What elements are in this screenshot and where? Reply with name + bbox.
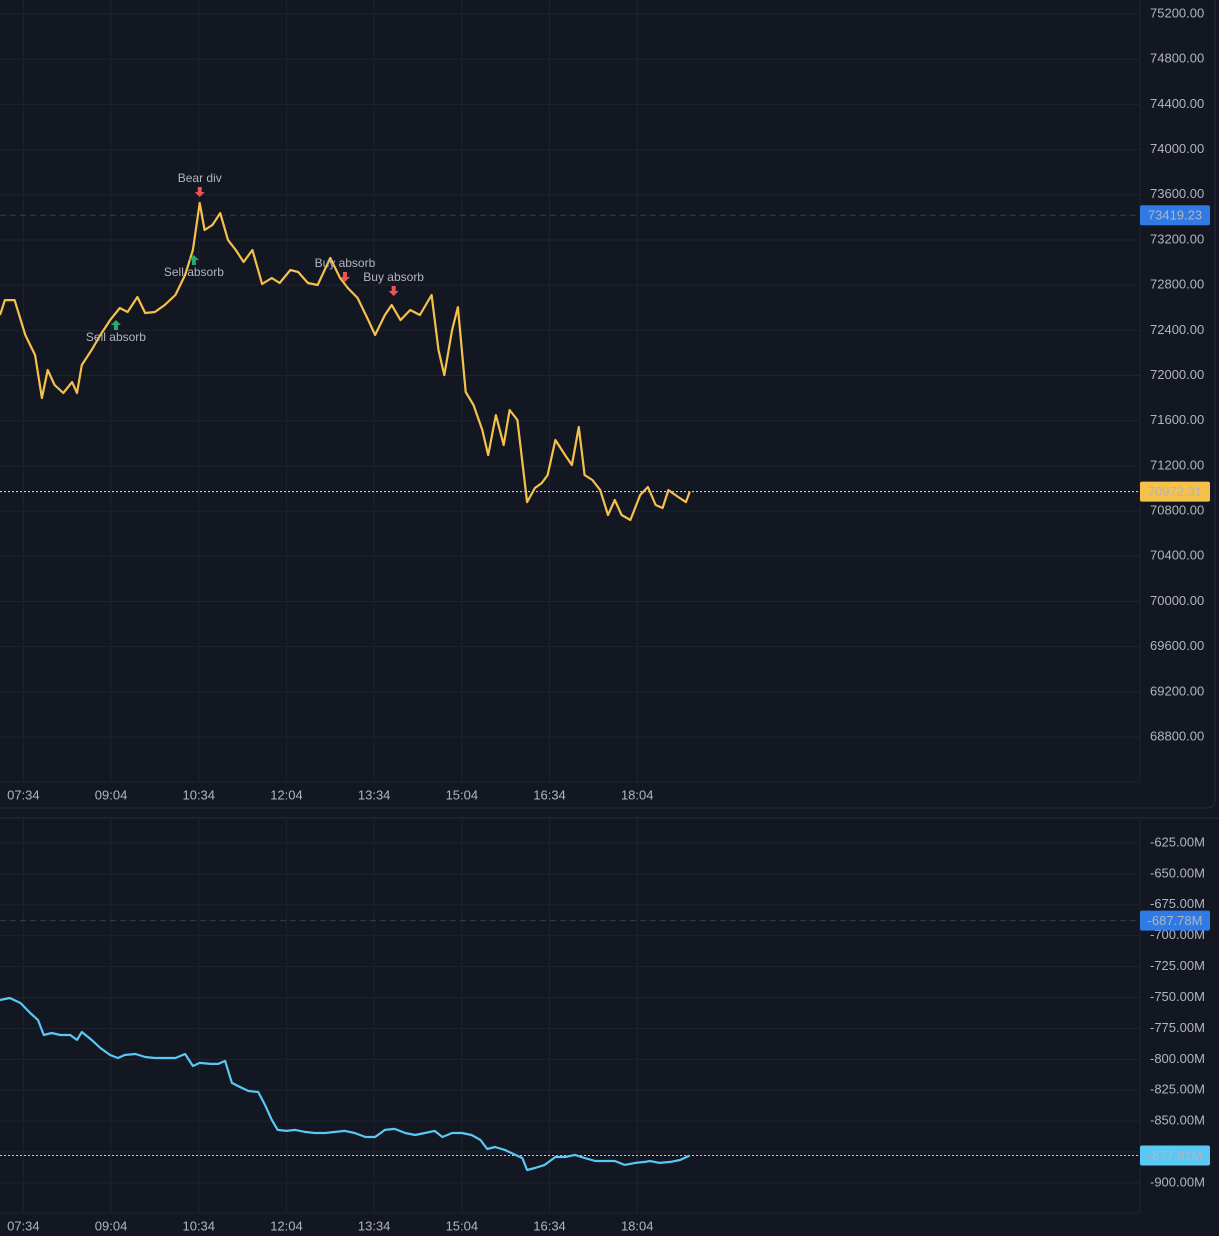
x-tick-label: 15:04 [446,1218,479,1233]
y-tick-label: 74000.00 [1150,141,1204,156]
x-tick-label: 10:34 [182,787,215,802]
y-tick-label: 72800.00 [1150,277,1204,292]
y-tick-label: -825.00M [1150,1082,1205,1097]
pane-border [0,0,1216,809]
y-tick-label: 71600.00 [1150,412,1204,427]
y-tick-label: 74800.00 [1150,51,1204,66]
y-tick-label: -850.00M [1150,1113,1205,1128]
y-tick-label: 68800.00 [1150,728,1204,743]
x-tick-label: 09:04 [95,1218,128,1233]
x-tick-label: 12:04 [270,787,303,802]
y-tick-label: 69200.00 [1150,683,1204,698]
x-tick-label: 16:34 [533,787,566,802]
price-line [0,201,691,522]
annotation-arrow [339,271,350,282]
x-tick-label: 10:34 [182,1218,215,1233]
x-tick-label: 18:04 [621,1218,654,1233]
annotation-arrow [194,187,205,198]
y-tick-label: 73200.00 [1150,231,1204,246]
y-tick-label: 69600.00 [1150,638,1204,653]
annotation-label: Sell absorb [86,330,146,344]
y-tick-label: -725.00M [1150,958,1205,973]
plot-area [0,996,691,1172]
x-tick-label: 12:04 [270,1218,303,1233]
y-tick-label: -675.00M [1150,896,1205,911]
price-label: 73419.23 [1148,208,1202,223]
y-tick-label: -700.00M [1150,927,1205,942]
y-tick-label: 70000.00 [1150,593,1204,608]
plot-area [0,201,691,522]
x-tick-label: 13:34 [358,787,391,802]
y-tick-label: -625.00M [1150,834,1205,849]
y-tick-label: -900.00M [1150,1174,1205,1189]
annotation-label: Buy absorb [363,270,424,284]
price-label: -687.78M [1148,913,1203,928]
annotation-label: Buy absorb [315,256,376,270]
y-tick-label: 72000.00 [1150,367,1204,382]
y-tick-label: 72400.00 [1150,322,1204,337]
annotation-label: Bear div [178,171,222,185]
x-tick-label: 18:04 [621,787,654,802]
price-label-box [1140,481,1210,502]
y-tick-label: 71200.00 [1150,457,1204,472]
annotation-arrow [188,254,199,265]
x-tick-label: 13:34 [358,1218,391,1233]
x-tick-label: 07:34 [7,1218,40,1233]
y-tick-label: 73600.00 [1150,186,1204,201]
price-label-box [1140,205,1210,226]
price-label-box [1140,1145,1210,1166]
price-line [0,996,691,1172]
y-tick-label: 75200.00 [1150,5,1204,20]
price-label-box [1140,910,1210,931]
y-tick-label: -775.00M [1150,1020,1205,1035]
annotation-label: Sell absorb [164,265,224,279]
y-tick-label: -800.00M [1150,1051,1205,1066]
y-tick-label: 70400.00 [1150,548,1204,563]
x-tick-label: 16:34 [533,1218,566,1233]
price-label: 70972.31 [1148,484,1202,499]
y-tick-label: 74400.00 [1150,96,1204,111]
price-label: -877.81M [1148,1148,1203,1163]
annotation-arrow [388,285,399,296]
annotation-arrow [110,320,121,331]
x-tick-label: 07:34 [7,787,40,802]
y-tick-label: -750.00M [1150,989,1205,1004]
y-tick-label: 70800.00 [1150,503,1204,518]
x-tick-label: 15:04 [446,787,479,802]
x-tick-label: 09:04 [95,787,128,802]
y-tick-label: -650.00M [1150,865,1205,880]
